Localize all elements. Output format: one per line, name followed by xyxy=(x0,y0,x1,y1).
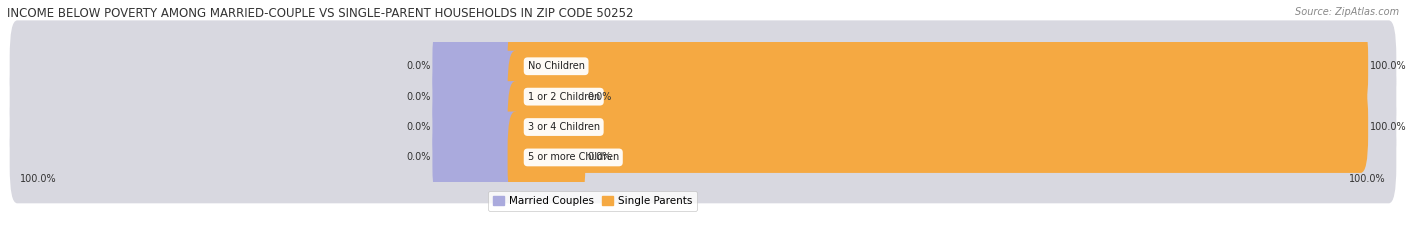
FancyBboxPatch shape xyxy=(508,20,1368,112)
FancyBboxPatch shape xyxy=(10,51,1396,143)
Bar xyxy=(14,142,1392,173)
Text: Source: ZipAtlas.com: Source: ZipAtlas.com xyxy=(1295,7,1399,17)
Bar xyxy=(14,112,1392,142)
Text: 100.0%: 100.0% xyxy=(1369,122,1406,132)
FancyBboxPatch shape xyxy=(433,112,523,203)
Text: 0.0%: 0.0% xyxy=(588,152,612,162)
FancyBboxPatch shape xyxy=(10,81,1396,173)
FancyBboxPatch shape xyxy=(508,81,1368,173)
Text: INCOME BELOW POVERTY AMONG MARRIED-COUPLE VS SINGLE-PARENT HOUSEHOLDS IN ZIP COD: INCOME BELOW POVERTY AMONG MARRIED-COUPL… xyxy=(7,7,634,20)
Text: No Children: No Children xyxy=(527,61,585,71)
FancyBboxPatch shape xyxy=(508,112,585,203)
Text: 5 or more Children: 5 or more Children xyxy=(527,152,619,162)
FancyBboxPatch shape xyxy=(433,51,523,143)
Text: 3 or 4 Children: 3 or 4 Children xyxy=(527,122,600,132)
Text: 1 or 2 Children: 1 or 2 Children xyxy=(527,92,600,102)
FancyBboxPatch shape xyxy=(10,20,1396,112)
Text: 0.0%: 0.0% xyxy=(406,92,430,102)
Text: 0.0%: 0.0% xyxy=(588,92,612,102)
Bar xyxy=(14,51,1392,82)
FancyBboxPatch shape xyxy=(508,51,585,143)
FancyBboxPatch shape xyxy=(433,20,523,112)
Text: 100.0%: 100.0% xyxy=(20,174,58,184)
Text: 0.0%: 0.0% xyxy=(406,122,430,132)
Legend: Married Couples, Single Parents: Married Couples, Single Parents xyxy=(488,191,697,212)
FancyBboxPatch shape xyxy=(433,81,523,173)
Text: 0.0%: 0.0% xyxy=(406,61,430,71)
Text: 0.0%: 0.0% xyxy=(406,152,430,162)
FancyBboxPatch shape xyxy=(10,112,1396,203)
Text: 100.0%: 100.0% xyxy=(1369,61,1406,71)
Text: 100.0%: 100.0% xyxy=(1348,174,1386,184)
Bar xyxy=(14,82,1392,112)
